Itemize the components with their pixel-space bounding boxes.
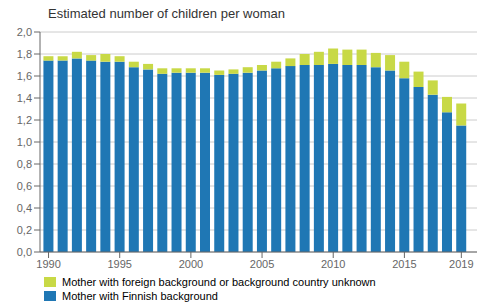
svg-text:0,6: 0,6 <box>17 180 32 192</box>
svg-text:2,0: 2,0 <box>17 26 32 38</box>
svg-text:1,6: 1,6 <box>17 70 32 82</box>
svg-text:0,4: 0,4 <box>17 202 32 214</box>
html-text:Mother with foreign background: Mother with foreign background or backgr… <box>62 276 376 288</box>
svg-text:1990: 1990 <box>36 258 60 270</box>
svg-text:0,0: 0,0 <box>17 246 32 258</box>
svg-text:1,2: 1,2 <box>17 114 32 126</box>
svg-text:2005: 2005 <box>250 258 274 270</box>
svg-text:0,2: 0,2 <box>17 224 32 236</box>
html-text:Estimated number of children p: Estimated number of children per woman <box>48 6 285 21</box>
svg-text:1995: 1995 <box>107 258 131 270</box>
svg-text:2000: 2000 <box>179 258 203 270</box>
html-text:Mother with Finnish background: Mother with Finnish background <box>62 290 218 302</box>
svg-text:2015: 2015 <box>392 258 416 270</box>
svg-text:1,4: 1,4 <box>17 92 32 104</box>
svg-text:0,8: 0,8 <box>17 158 32 170</box>
svg-text:1,0: 1,0 <box>17 136 32 148</box>
svg-text:2010: 2010 <box>321 258 345 270</box>
svg-text:1,8: 1,8 <box>17 48 32 60</box>
svg-text:2019: 2019 <box>449 258 473 270</box>
